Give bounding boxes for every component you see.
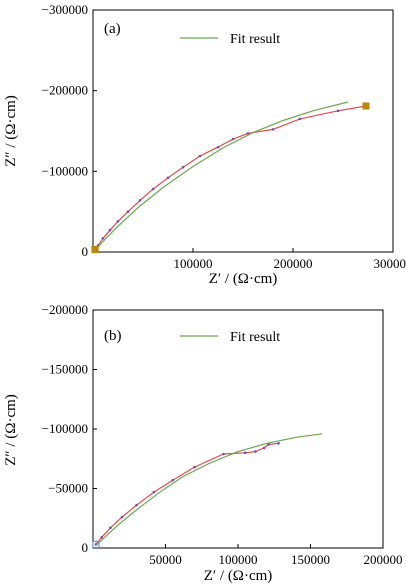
measured-data-point [152, 490, 156, 494]
measured-data-point [120, 515, 124, 519]
measured-data-line [94, 105, 367, 250]
x-tick-label: 200000 [274, 256, 313, 271]
measured-data-point [151, 187, 155, 191]
measured-data-point [166, 176, 170, 180]
measured-data-point [262, 446, 266, 450]
x-tick-label: 50000 [149, 552, 182, 567]
y-axis-label: Z″ / (Ω·cm) [3, 394, 19, 466]
x-axis-label: Z′ / (Ω·cm) [204, 568, 273, 584]
measured-data-point [171, 478, 175, 482]
y-tick-label: −100000 [42, 421, 88, 436]
panel-a: (a) Fit result 0 −100000 −200000 −300000 10… [3, 2, 406, 287]
y-tick-label: −150000 [42, 362, 88, 377]
y-tick-label: −50000 [48, 481, 88, 496]
y-tick-label: 0 [82, 540, 89, 555]
measured-data-point [135, 503, 138, 507]
measured-data-point [267, 443, 270, 446]
y-tick-labels: 0 −100000 −200000 −300000 [42, 2, 97, 259]
measured-data-point [277, 441, 280, 445]
start-marker [91, 245, 99, 254]
measured-data-point [109, 526, 112, 530]
x-tick-labels: 100000 200000 300000 [174, 248, 406, 271]
legend-label: Fit result [230, 330, 280, 345]
x-tick-label: 100000 [174, 256, 213, 271]
y-tick-label: −300000 [42, 2, 88, 17]
legend-label: Fit result [230, 32, 280, 47]
panel-label: (b) [104, 328, 122, 344]
x-tick-label: 200000 [364, 552, 403, 567]
measured-data-point [216, 145, 220, 149]
x-tick-label: 300000 [374, 256, 406, 271]
measured-data-point [198, 154, 202, 158]
measured-data-point [336, 109, 340, 113]
legend: Fit result [180, 32, 280, 47]
measured-data-point [138, 199, 142, 202]
panel-label: (a) [104, 21, 121, 37]
x-tick-label: 100000 [219, 552, 258, 567]
measured-data-point [246, 132, 250, 135]
fit-result-line [95, 433, 323, 547]
data-series [92, 433, 323, 549]
measured-data-line [95, 442, 279, 545]
y-axis-label: Z″ / (Ω·cm) [3, 95, 19, 167]
measured-data-point [116, 220, 120, 223]
measured-data-point [101, 236, 105, 240]
measured-data-point [108, 228, 112, 232]
plot-frame [92, 9, 394, 253]
fit-result-line [94, 101, 349, 251]
y-tick-labels: 0 −50000 −100000 −150000 −200000 [42, 302, 97, 555]
plot-frame [92, 309, 384, 549]
start-marker [92, 540, 100, 549]
data-series [91, 101, 370, 254]
y-tick-label: −200000 [42, 83, 88, 98]
measured-data-point [181, 166, 185, 169]
measured-data-point [100, 535, 103, 539]
measured-data-point [231, 137, 235, 141]
measured-data-point [222, 452, 225, 456]
y-tick-label: 0 [82, 244, 89, 259]
y-tick-label: −100000 [42, 163, 88, 178]
x-tick-labels: 50000 100000 150000 200000 [149, 544, 403, 567]
measured-data-point [243, 451, 247, 455]
measured-data-point [298, 117, 302, 121]
y-tick-label: −200000 [42, 302, 88, 317]
measured-data-point [254, 450, 257, 453]
measured-data-point [126, 210, 130, 213]
panel-b: (b) Fit result 0 −50000 −100000 −150000 −200… [3, 302, 403, 584]
measured-data-point [193, 465, 196, 469]
x-tick-label: 150000 [291, 552, 330, 567]
x-axis-label: Z′ / (Ω·cm) [209, 271, 278, 287]
legend: Fit result [180, 330, 280, 345]
end-marker [362, 102, 370, 110]
measured-data-point [271, 128, 275, 131]
